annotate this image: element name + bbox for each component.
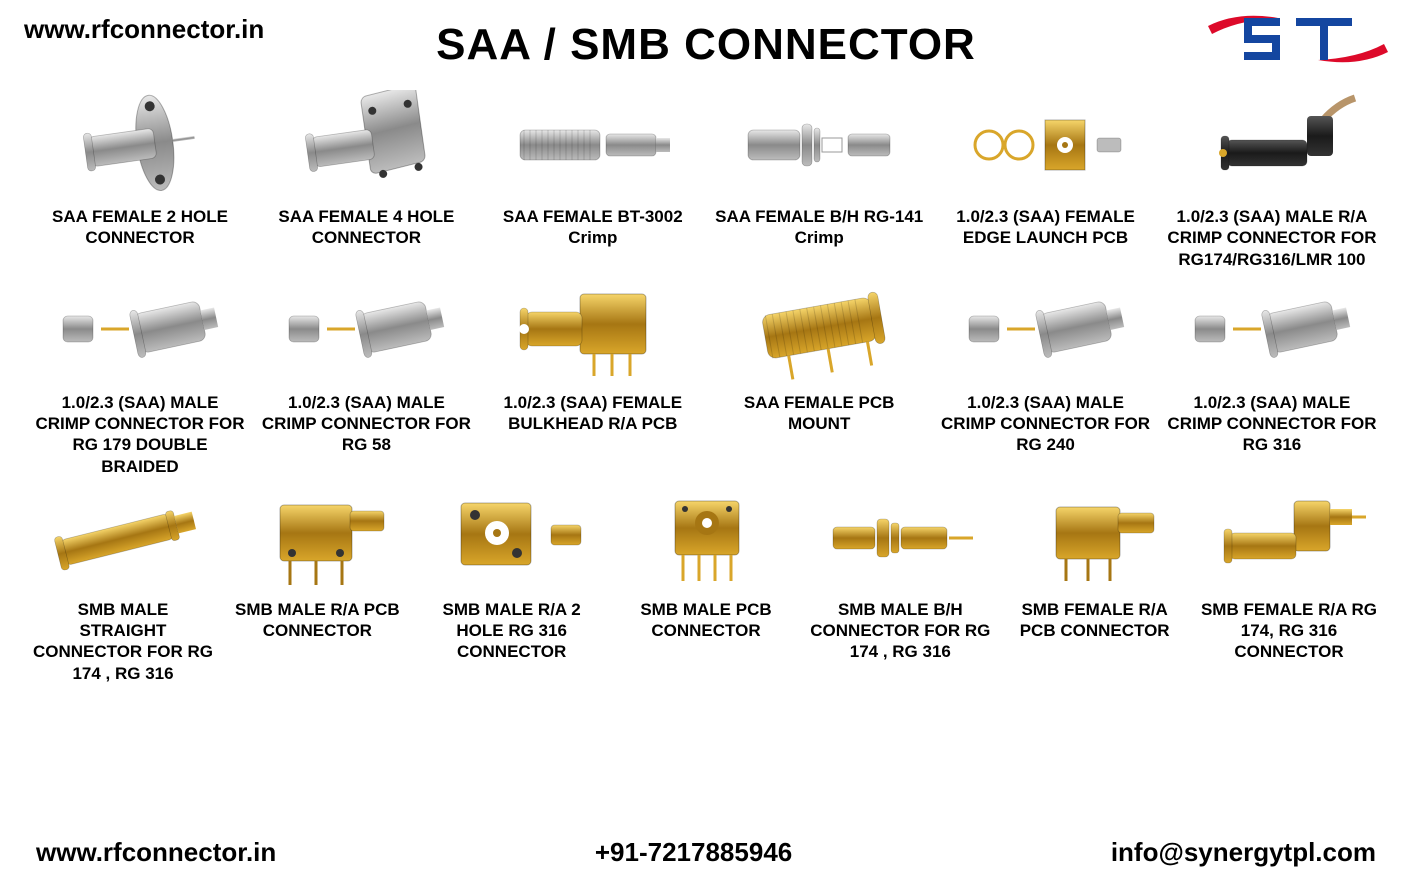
- product-image: [55, 276, 225, 386]
- product-image: [55, 90, 225, 200]
- product-label: SAA FEMALE 4 HOLE CONNECTOR: [254, 206, 478, 249]
- product-label: 1.0/2.3 (SAA) MALE CRIMP CONNECTOR FOR R…: [28, 392, 252, 477]
- product-image: [281, 276, 451, 386]
- product-cell: SMB MALE PCB CONNECTOR: [611, 483, 801, 642]
- product-cell: 1.0/2.3 (SAA) FEMALE EDGE LAUNCH PCB: [934, 90, 1158, 249]
- product-label: 1.0/2.3 (SAA) MALE R/A CRIMP CONNECTOR F…: [1160, 206, 1384, 270]
- product-label: SAA FEMALE BT-3002 Crimp: [481, 206, 705, 249]
- product-label: SMB MALE PCB CONNECTOR: [611, 599, 801, 642]
- product-image: [621, 483, 791, 593]
- product-label: 1.0/2.3 (SAA) MALE CRIMP CONNECTOR FOR R…: [934, 392, 1158, 456]
- product-image: [734, 276, 904, 386]
- product-row-2: 1.0/2.3 (SAA) MALE CRIMP CONNECTOR FOR R…: [28, 276, 1384, 477]
- product-image: [815, 483, 985, 593]
- header: www.rfconnector.in SAA / SMB CONNECTOR: [0, 0, 1412, 80]
- footer-email: info@synergytpl.com: [1111, 837, 1376, 868]
- product-image: [1187, 90, 1357, 200]
- product-cell: 1.0/2.3 (SAA) MALE CRIMP CONNECTOR FOR R…: [1160, 276, 1384, 456]
- product-label: SMB MALE STRAIGHT CONNECTOR FOR RG 174 ,…: [28, 599, 218, 684]
- product-cell: SMB FEMALE R/A RG 174, RG 316 CONNECTOR: [1194, 483, 1384, 663]
- product-cell: SAA FEMALE 4 HOLE CONNECTOR: [254, 90, 478, 249]
- product-image: [734, 90, 904, 200]
- product-label: 1.0/2.3 (SAA) FEMALE EDGE LAUNCH PCB: [934, 206, 1158, 249]
- product-label: SAA FEMALE B/H RG-141 Crimp: [707, 206, 931, 249]
- product-grid: SAA FEMALE 2 HOLE CONNECTOR SAA FEMALE 4…: [28, 90, 1384, 690]
- product-image: [1204, 483, 1374, 593]
- product-image: [1187, 276, 1357, 386]
- product-cell: 1.0/2.3 (SAA) MALE CRIMP CONNECTOR FOR R…: [254, 276, 478, 456]
- product-image: [427, 483, 597, 593]
- product-image: [281, 90, 451, 200]
- footer: www.rfconnector.in +91-7217885946 info@s…: [0, 837, 1412, 868]
- product-label: SMB MALE B/H CONNECTOR FOR RG 174 , RG 3…: [805, 599, 995, 663]
- product-cell: SMB MALE B/H CONNECTOR FOR RG 174 , RG 3…: [805, 483, 995, 663]
- product-cell: SAA FEMALE BT-3002 Crimp: [481, 90, 705, 249]
- product-cell: SAA FEMALE PCB MOUNT: [707, 276, 931, 435]
- footer-url: www.rfconnector.in: [36, 837, 276, 868]
- product-image: [961, 276, 1131, 386]
- product-row-1: SAA FEMALE 2 HOLE CONNECTOR SAA FEMALE 4…: [28, 90, 1384, 270]
- product-label: SAA FEMALE PCB MOUNT: [707, 392, 931, 435]
- product-label: SMB MALE R/A 2 HOLE RG 316 CONNECTOR: [417, 599, 607, 663]
- product-label: 1.0/2.3 (SAA) MALE CRIMP CONNECTOR FOR R…: [254, 392, 478, 456]
- product-cell: 1.0/2.3 (SAA) MALE R/A CRIMP CONNECTOR F…: [1160, 90, 1384, 270]
- product-cell: 1.0/2.3 (SAA) MALE CRIMP CONNECTOR FOR R…: [934, 276, 1158, 456]
- product-cell: SMB MALE STRAIGHT CONNECTOR FOR RG 174 ,…: [28, 483, 218, 684]
- product-image: [232, 483, 402, 593]
- product-cell: SAA FEMALE 2 HOLE CONNECTOR: [28, 90, 252, 249]
- product-label: 1.0/2.3 (SAA) FEMALE BULKHEAD R/A PCB: [481, 392, 705, 435]
- product-label: SAA FEMALE 2 HOLE CONNECTOR: [28, 206, 252, 249]
- product-image: [508, 276, 678, 386]
- product-cell: 1.0/2.3 (SAA) MALE CRIMP CONNECTOR FOR R…: [28, 276, 252, 477]
- product-image: [1010, 483, 1180, 593]
- company-logo: [1198, 6, 1398, 72]
- product-image: [38, 483, 208, 593]
- product-row-3: SMB MALE STRAIGHT CONNECTOR FOR RG 174 ,…: [28, 483, 1384, 684]
- product-cell: SMB FEMALE R/A PCB CONNECTOR: [1000, 483, 1190, 642]
- product-cell: 1.0/2.3 (SAA) FEMALE BULKHEAD R/A PCB: [481, 276, 705, 435]
- product-label: SMB FEMALE R/A RG 174, RG 316 CONNECTOR: [1194, 599, 1384, 663]
- product-cell: SAA FEMALE B/H RG-141 Crimp: [707, 90, 931, 249]
- footer-phone: +91-7217885946: [595, 837, 792, 868]
- product-label: 1.0/2.3 (SAA) MALE CRIMP CONNECTOR FOR R…: [1160, 392, 1384, 456]
- product-image: [508, 90, 678, 200]
- product-image: [961, 90, 1131, 200]
- product-cell: SMB MALE R/A 2 HOLE RG 316 CONNECTOR: [417, 483, 607, 663]
- product-label: SMB MALE R/A PCB CONNECTOR: [222, 599, 412, 642]
- product-label: SMB FEMALE R/A PCB CONNECTOR: [1000, 599, 1190, 642]
- product-cell: SMB MALE R/A PCB CONNECTOR: [222, 483, 412, 642]
